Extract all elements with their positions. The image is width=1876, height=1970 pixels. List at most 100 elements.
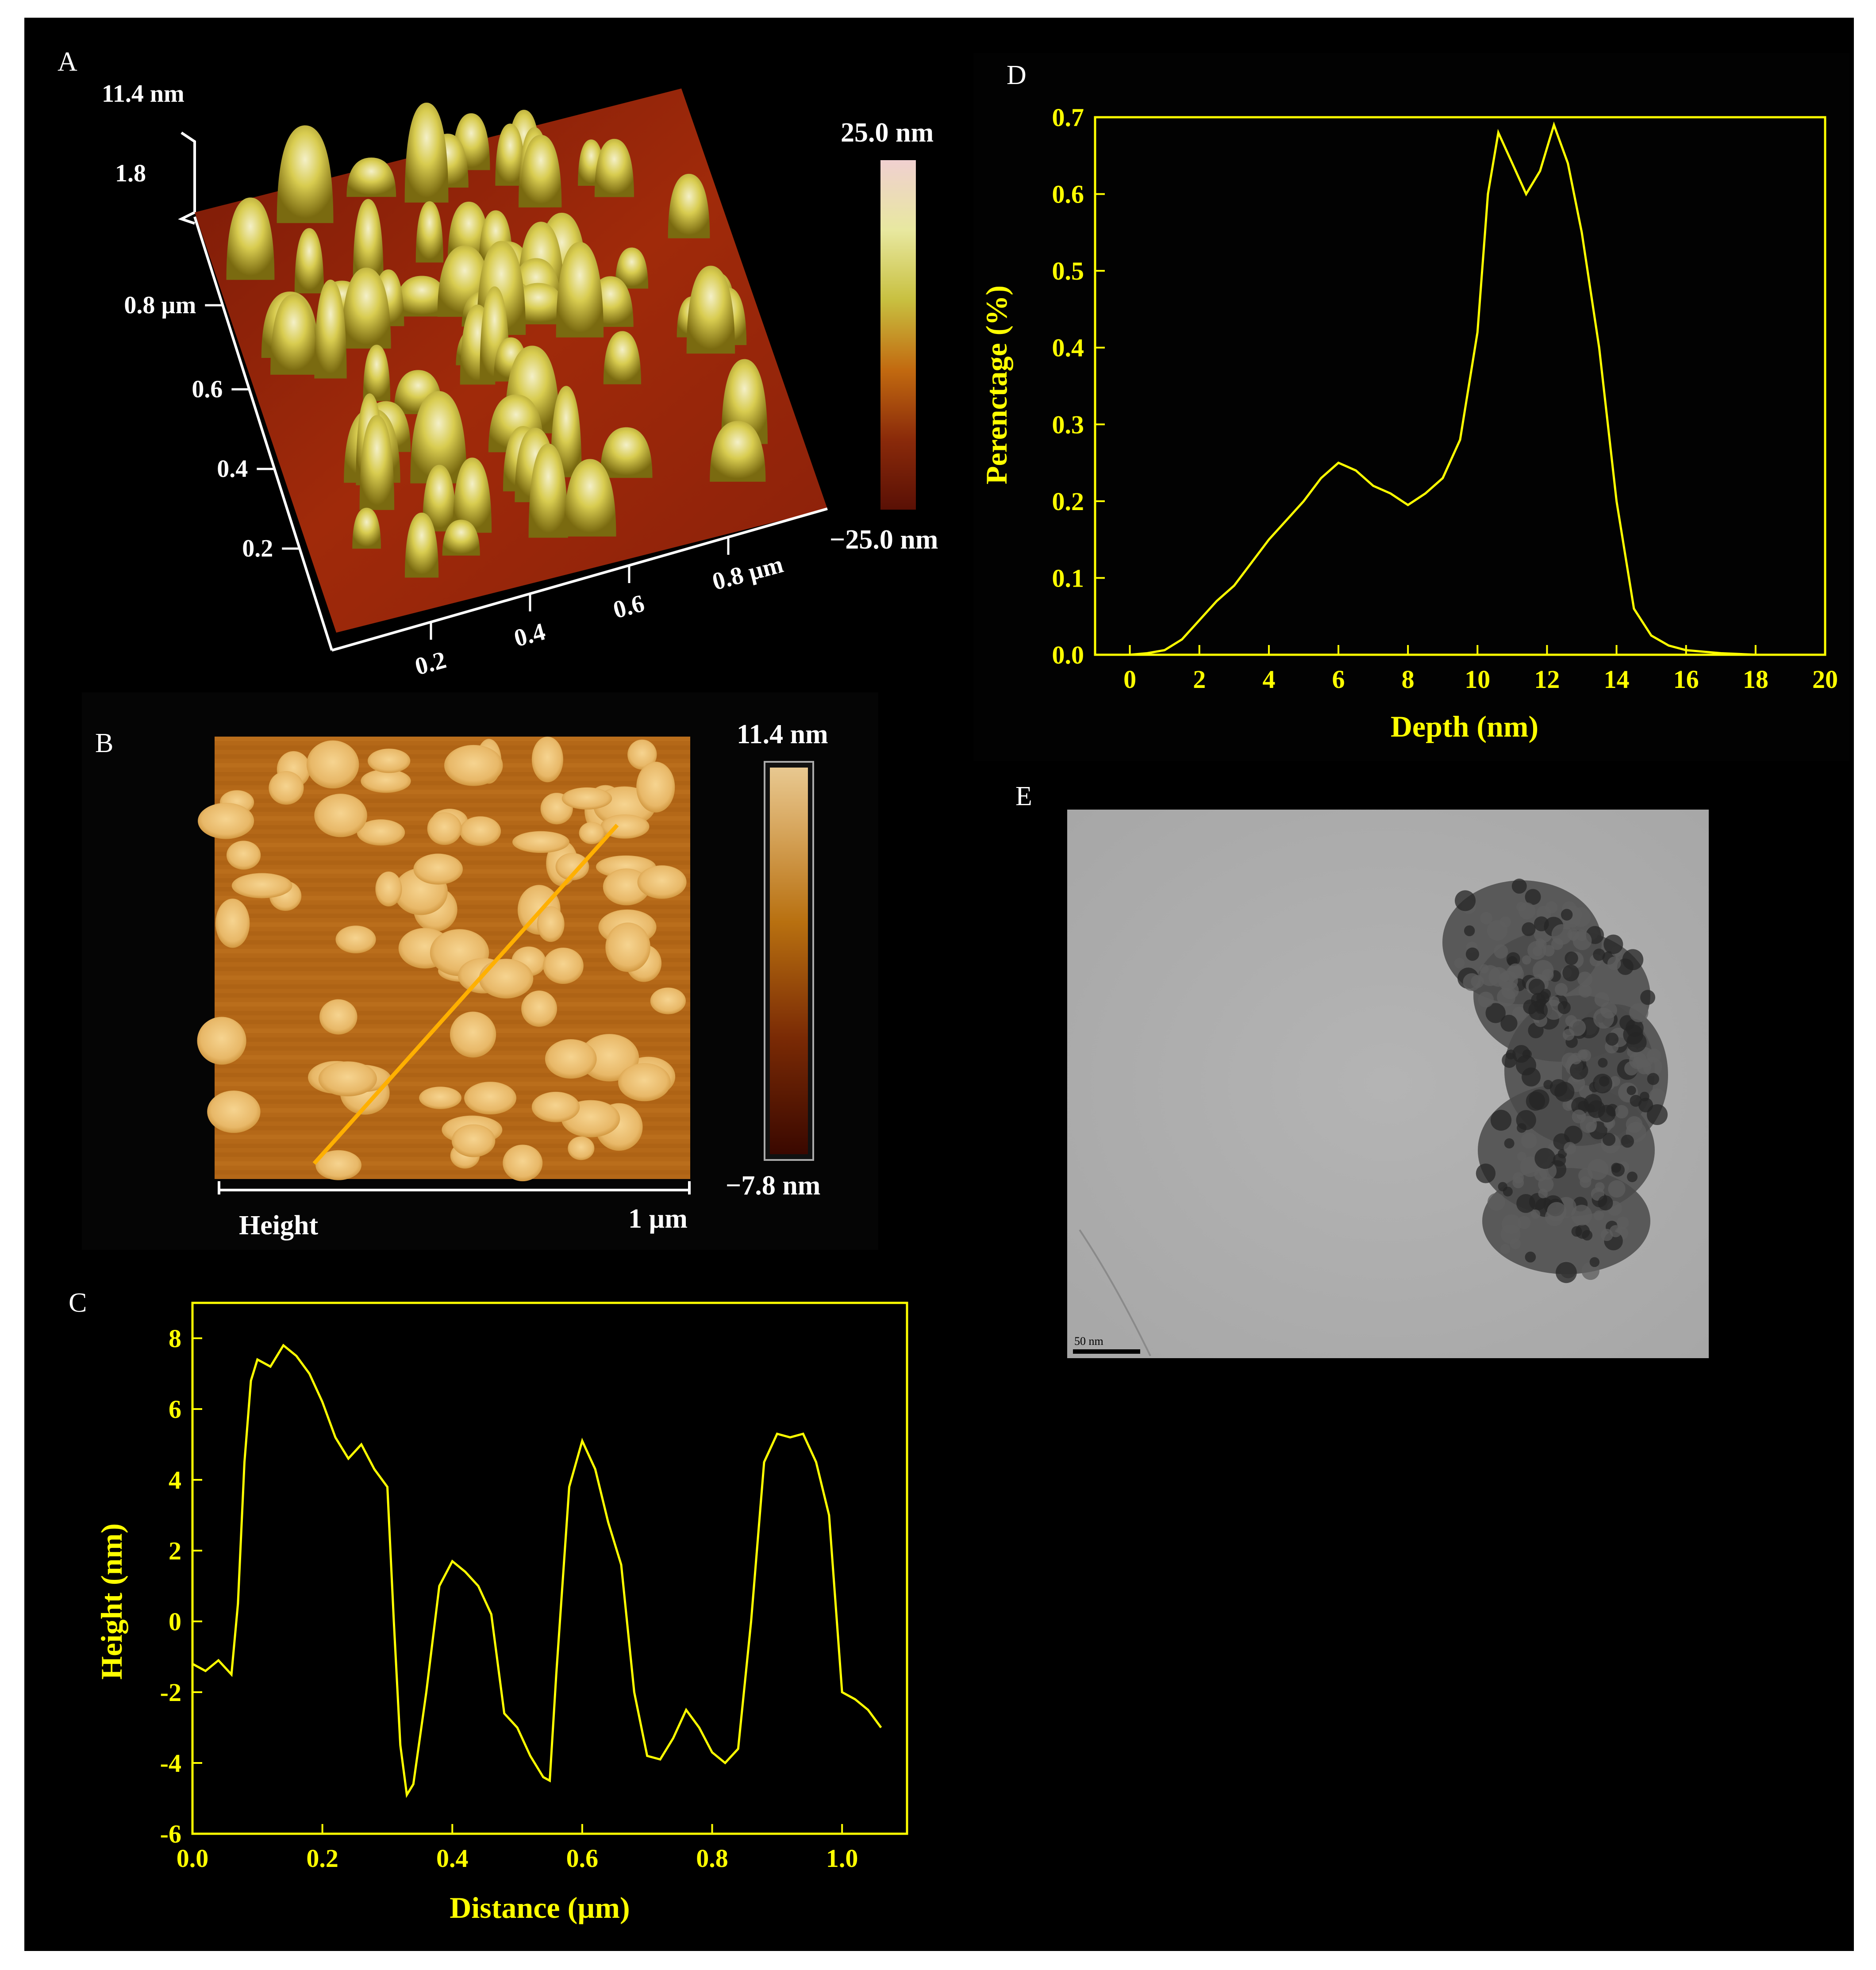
panel-c-x-axis-label: Distance (µm) bbox=[450, 1891, 630, 1924]
x-tick-label: 2 bbox=[1193, 665, 1206, 694]
nanoparticle bbox=[1578, 1168, 1593, 1183]
surface-particle bbox=[294, 228, 324, 294]
panel-a-z-tick: 1.8 bbox=[115, 160, 146, 187]
nanoparticle bbox=[1640, 990, 1656, 1005]
nanoparticle bbox=[1593, 1008, 1614, 1029]
surface-particle bbox=[528, 443, 568, 538]
panel-a-particles bbox=[226, 102, 768, 578]
nanoparticle bbox=[1629, 1003, 1649, 1022]
nanoparticle bbox=[1485, 1003, 1506, 1023]
nanoparticle bbox=[1487, 1193, 1505, 1211]
nanoparticle bbox=[1476, 1164, 1496, 1183]
surface-particle bbox=[594, 138, 634, 197]
nanoparticle bbox=[1516, 1110, 1536, 1130]
nanoparticle bbox=[1626, 1171, 1638, 1183]
nanoparticle bbox=[1464, 925, 1475, 937]
panel-b: B Height 1 µm 11.4 nm −7.8 nm bbox=[82, 692, 878, 1250]
surface-particle bbox=[346, 157, 396, 197]
nanoparticle bbox=[1463, 973, 1481, 991]
afm-particle bbox=[503, 1144, 543, 1182]
nanoparticle bbox=[1534, 1168, 1547, 1181]
afm-particle bbox=[464, 1082, 516, 1115]
panel-a-label: A bbox=[58, 47, 77, 77]
nanoparticle bbox=[1455, 890, 1476, 911]
surface-particle bbox=[404, 102, 449, 203]
nanoparticle bbox=[1540, 989, 1551, 999]
nanoparticle bbox=[1511, 879, 1527, 894]
afm-particle bbox=[605, 922, 650, 972]
nanoparticle bbox=[1593, 949, 1605, 961]
y-tick-label: 0.2 bbox=[1052, 487, 1084, 516]
scan-line bbox=[215, 1082, 690, 1086]
x-tick-label: 0.6 bbox=[566, 1844, 599, 1873]
nanoparticle bbox=[1510, 1238, 1521, 1249]
afm-particle bbox=[543, 948, 584, 984]
afm-particle bbox=[603, 868, 650, 906]
nanoparticle bbox=[1564, 1125, 1583, 1144]
x-tick-label: 0 bbox=[1123, 665, 1136, 694]
y-tick-label: 0.7 bbox=[1052, 103, 1084, 132]
surface-particle bbox=[342, 267, 391, 349]
nanoparticle bbox=[1499, 916, 1511, 928]
panel-e-nanoparticle-aggregate bbox=[1442, 879, 1668, 1283]
nanoparticle bbox=[1570, 1052, 1582, 1064]
nanoparticle bbox=[1589, 1257, 1600, 1267]
panel-b-label: B bbox=[95, 728, 113, 758]
afm-particle bbox=[537, 906, 565, 942]
nanoparticle bbox=[1605, 1033, 1619, 1046]
afm-particle bbox=[650, 987, 686, 1014]
nanoparticle bbox=[1490, 1110, 1512, 1131]
panel-d-plot-frame bbox=[1094, 116, 1826, 656]
panel-a-colorbar-max: 25.0 nm bbox=[841, 118, 934, 148]
surface-particle bbox=[352, 507, 381, 549]
nanoparticle bbox=[1512, 1006, 1526, 1021]
scan-line bbox=[215, 1161, 690, 1166]
afm-particle bbox=[427, 812, 462, 845]
nanoparticle bbox=[1528, 979, 1545, 995]
panel-b-colorbar bbox=[770, 768, 808, 1154]
surface-particle bbox=[556, 242, 604, 338]
afm-particle bbox=[314, 794, 367, 837]
surface-particle bbox=[710, 421, 766, 482]
scan-line bbox=[215, 1046, 690, 1051]
nanoparticle bbox=[1521, 1133, 1537, 1149]
panel-b-particles bbox=[197, 736, 687, 1182]
surface-particle bbox=[520, 134, 562, 207]
y-tick-label: -6 bbox=[160, 1820, 181, 1848]
nanoparticle bbox=[1626, 1032, 1647, 1052]
panel-b-profile-line bbox=[312, 823, 619, 1165]
nanoparticle bbox=[1478, 991, 1494, 1008]
scan-line bbox=[215, 993, 690, 998]
x-tick-label: 1.0 bbox=[826, 1844, 858, 1873]
afm-particle bbox=[479, 959, 534, 998]
nanoparticle bbox=[1624, 1061, 1639, 1076]
surface-particle bbox=[359, 415, 395, 510]
y-tick-label: 0.2 bbox=[242, 535, 273, 562]
nanoparticle bbox=[1626, 1086, 1636, 1095]
nanoparticle bbox=[1480, 912, 1493, 925]
y-tick-label: 0.4 bbox=[1052, 334, 1084, 362]
y-tick-label: 0.6 bbox=[192, 376, 223, 403]
surface-particle bbox=[615, 247, 649, 289]
panel-b-colorbar-max: 11.4 nm bbox=[737, 719, 828, 749]
afm-particle bbox=[627, 739, 657, 770]
panel-b-channel-label: Height bbox=[239, 1210, 318, 1240]
scan-line bbox=[215, 790, 690, 794]
surface-particle bbox=[422, 465, 457, 532]
afm-particle bbox=[579, 822, 605, 845]
x-tick-label: 20 bbox=[1812, 665, 1838, 694]
nanoparticle bbox=[1561, 909, 1573, 921]
nanoparticle bbox=[1512, 1172, 1524, 1184]
panel-d-background bbox=[973, 53, 1849, 761]
x-tick-label: 6 bbox=[1332, 665, 1345, 694]
x-tick-label: 16 bbox=[1673, 665, 1699, 694]
afm-particle bbox=[375, 871, 402, 906]
panel-c-height-profile-line bbox=[192, 1344, 882, 1798]
afm-particle bbox=[207, 1091, 261, 1133]
scan-line bbox=[215, 737, 690, 741]
x-tick-label: 18 bbox=[1743, 665, 1768, 694]
surface-particle bbox=[363, 345, 391, 401]
panel-a-z-top-label: 11.4 nm bbox=[102, 80, 185, 108]
nanoparticle bbox=[1572, 931, 1592, 950]
